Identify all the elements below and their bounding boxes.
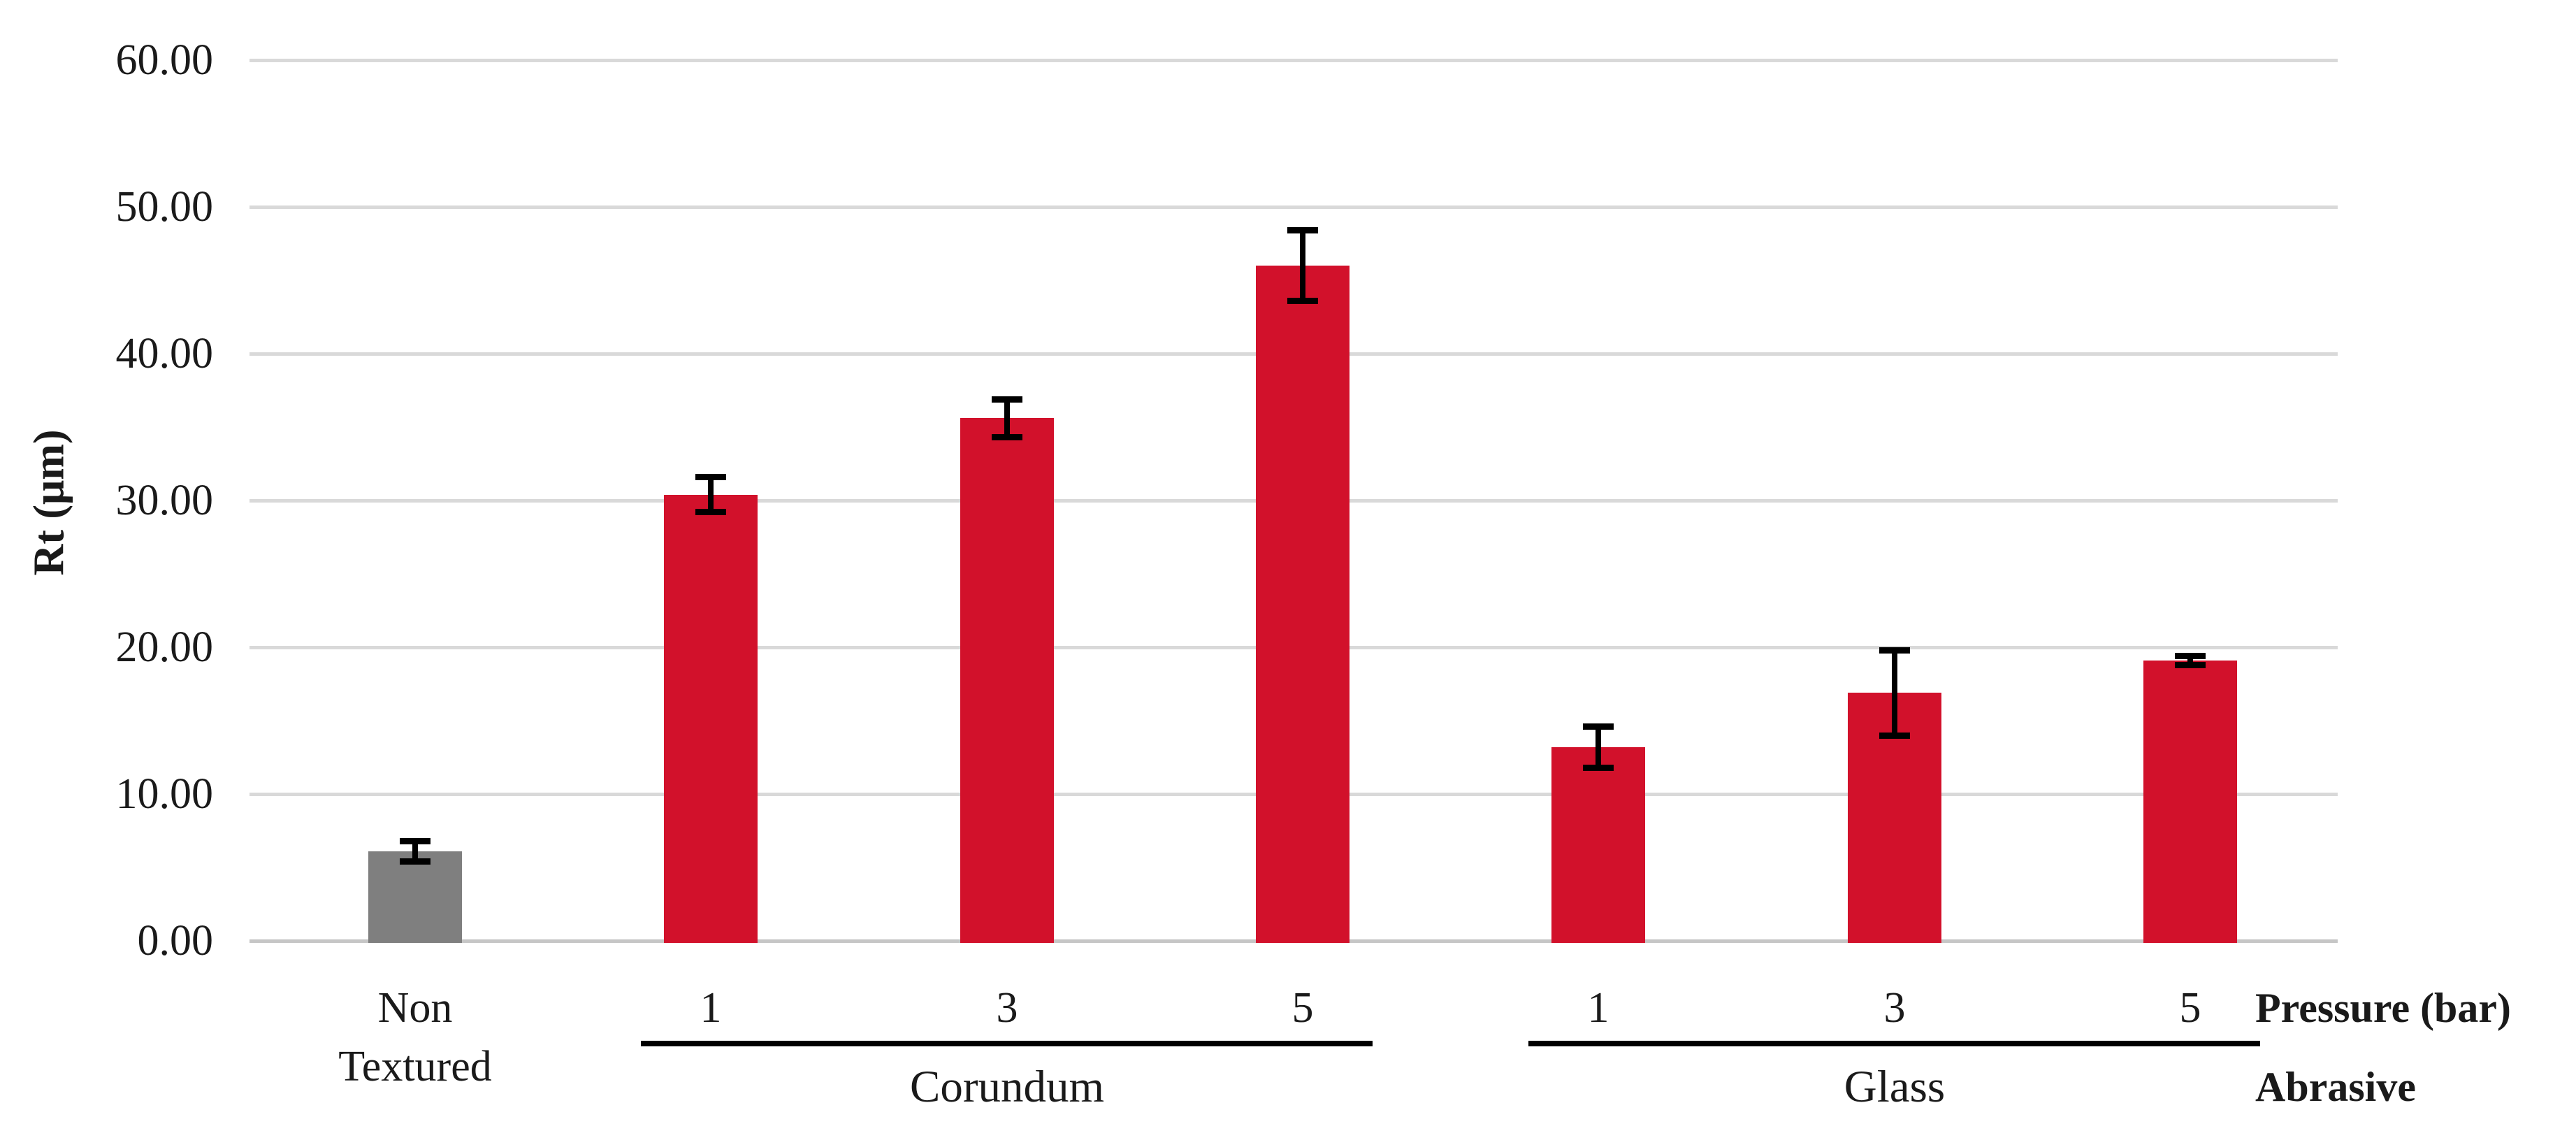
bar-5-3 bbox=[1256, 266, 1349, 943]
bar-1-4 bbox=[1551, 747, 1645, 943]
error-bar-cap-bottom bbox=[400, 858, 430, 865]
bar-5-6 bbox=[2143, 661, 2237, 943]
x-tick-label: 5 bbox=[2179, 984, 2201, 1032]
group-label-corundum: Corundum bbox=[909, 1062, 1105, 1112]
x-tick-label: 5 bbox=[1291, 984, 1314, 1032]
error-bar-cap-top bbox=[2175, 653, 2206, 659]
group-underline-glass bbox=[1528, 1041, 2260, 1046]
bar-3-2 bbox=[960, 418, 1054, 943]
gridline bbox=[249, 59, 2338, 62]
error-bar-line bbox=[1892, 650, 1897, 735]
x-axis-pressure-label: Pressure (bar) bbox=[2255, 985, 2512, 1031]
y-tick-label: 30.00 bbox=[115, 477, 214, 524]
bar-non-textured-0 bbox=[368, 851, 462, 943]
x-tick-label: 3 bbox=[996, 984, 1018, 1032]
error-bar-cap-bottom bbox=[695, 509, 726, 515]
x-tick-label: Non Textured bbox=[338, 984, 492, 1090]
error-bar-line bbox=[1595, 726, 1601, 767]
error-bar-cap-top bbox=[1879, 647, 1910, 654]
error-bar-cap-bottom bbox=[1879, 733, 1910, 739]
x-axis-abrasive-label: Abrasive bbox=[2255, 1064, 2416, 1110]
error-bar-cap-bottom bbox=[2175, 662, 2206, 668]
error-bar-cap-bottom bbox=[1583, 765, 1614, 771]
error-bar-line bbox=[1300, 231, 1305, 301]
group-underline-corundum bbox=[641, 1041, 1373, 1046]
error-bar-line bbox=[708, 477, 714, 512]
error-bar-cap-top bbox=[1287, 227, 1318, 233]
error-bar-line bbox=[2187, 656, 2193, 665]
error-bar-cap-bottom bbox=[1287, 298, 1318, 304]
x-tick-label: 1 bbox=[1587, 984, 1609, 1032]
group-label-glass: Glass bbox=[1844, 1062, 1946, 1112]
y-tick-label: 0.00 bbox=[137, 917, 214, 965]
y-tick-label: 10.00 bbox=[115, 770, 214, 818]
error-bar-cap-top bbox=[695, 474, 726, 480]
x-tick-label: 1 bbox=[700, 984, 722, 1032]
y-tick-label: 50.00 bbox=[115, 183, 214, 231]
y-tick-label: 40.00 bbox=[115, 330, 214, 377]
bar-1-1 bbox=[664, 495, 758, 943]
error-bar-cap-top bbox=[992, 396, 1022, 403]
error-bar-line bbox=[1004, 399, 1010, 438]
error-bar-cap-bottom bbox=[992, 434, 1022, 440]
gridline bbox=[249, 205, 2338, 209]
error-bar-line bbox=[412, 841, 418, 861]
error-bar-cap-top bbox=[1583, 723, 1614, 730]
x-tick-label: 3 bbox=[1883, 984, 1906, 1032]
y-tick-label: 20.00 bbox=[115, 623, 214, 671]
y-tick-label: 60.00 bbox=[115, 36, 214, 84]
error-bar-cap-top bbox=[400, 838, 430, 844]
